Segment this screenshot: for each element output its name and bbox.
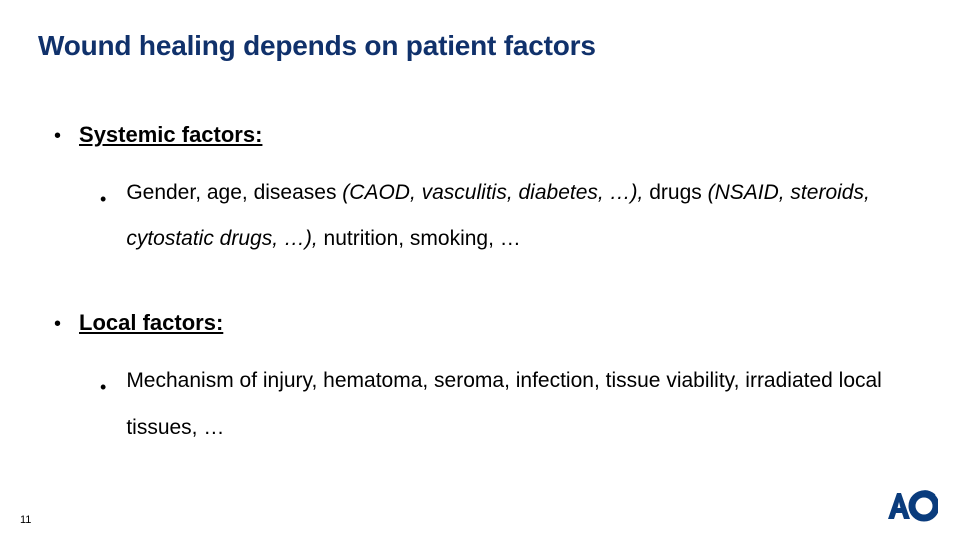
- ao-logo-icon: [884, 489, 938, 523]
- slide-title: Wound healing depends on patient factors: [38, 30, 922, 62]
- text-run-italic: (CAOD, vasculitis, diabetes, …),: [342, 181, 643, 204]
- bullet-dot-icon: •: [100, 368, 106, 408]
- text-run: Gender, age, diseases: [126, 181, 342, 204]
- bullet-dot-icon: •: [100, 180, 106, 220]
- bullet-systemic-heading: • Systemic factors:: [54, 122, 922, 148]
- slide: Wound healing depends on patient factors…: [0, 0, 960, 540]
- systemic-sub-text: Gender, age, diseases (CAOD, vasculitis,…: [126, 170, 922, 262]
- systemic-heading-label: Systemic factors:: [79, 122, 262, 148]
- page-number: 11: [20, 514, 31, 526]
- bullet-systemic-sub: • Gender, age, diseases (CAOD, vasculiti…: [100, 170, 922, 262]
- text-run: nutrition, smoking, …: [318, 227, 521, 250]
- text-run: drugs: [643, 181, 707, 204]
- bullet-local-heading: • Local factors:: [54, 310, 922, 336]
- bullet-local-sub: • Mechanism of injury, hematoma, seroma,…: [100, 358, 922, 450]
- slide-content: • Systemic factors: • Gender, age, disea…: [38, 122, 922, 451]
- spacer: [38, 262, 922, 310]
- ao-logo: [884, 489, 938, 528]
- local-heading-label: Local factors:: [79, 310, 223, 336]
- bullet-dot-icon: •: [54, 314, 61, 334]
- bullet-dot-icon: •: [54, 126, 61, 146]
- local-sub-text: Mechanism of injury, hematoma, seroma, i…: [126, 358, 922, 450]
